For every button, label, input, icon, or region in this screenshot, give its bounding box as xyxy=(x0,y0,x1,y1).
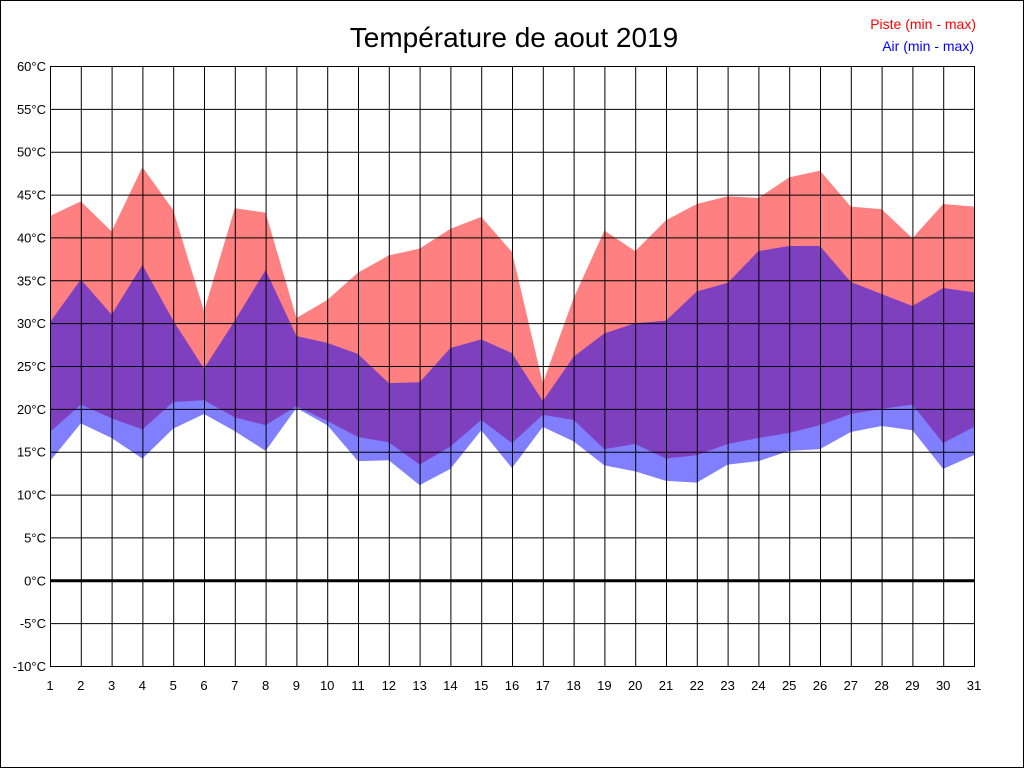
y-tick-label: 60°C xyxy=(17,59,46,74)
legend-piste: Piste (min - max) xyxy=(870,16,976,32)
x-tick-label: 18 xyxy=(566,678,580,693)
x-tick-label: 8 xyxy=(262,678,269,693)
x-tick-label: 4 xyxy=(139,678,146,693)
y-tick-label: 25°C xyxy=(17,359,46,374)
chart-title: Température de aout 2019 xyxy=(350,22,678,53)
y-tick-label: 15°C xyxy=(17,445,46,460)
y-tick-label: 0°C xyxy=(24,573,46,588)
axes: -10°C -5°C 0°C 5°C 10°C 15°C 20°C 25°C 30°C 35°C 4… xyxy=(13,59,982,693)
x-tick-label: 30 xyxy=(936,678,950,693)
y-tick-label: 40°C xyxy=(17,230,46,245)
y-tick-label: 55°C xyxy=(17,102,46,117)
plot-border xyxy=(50,66,975,667)
x-tick-label: 21 xyxy=(659,678,673,693)
x-tick-label: 9 xyxy=(293,678,300,693)
y-tick-label: 35°C xyxy=(17,273,46,288)
x-tick-label: 5 xyxy=(170,678,177,693)
x-tick-label: 31 xyxy=(967,678,981,693)
x-tick-label: 11 xyxy=(351,678,365,693)
x-tick-label: 10 xyxy=(320,678,334,693)
x-tick-label: 15 xyxy=(474,678,488,693)
x-tick-label: 13 xyxy=(412,678,426,693)
x-tick-label: 3 xyxy=(108,678,115,693)
legend-air: Air (min - max) xyxy=(882,38,974,54)
x-tick-label: 7 xyxy=(231,678,238,693)
y-tick-label: 5°C xyxy=(24,530,46,545)
x-tick-label: 29 xyxy=(905,678,919,693)
x-tick-label: 17 xyxy=(536,678,550,693)
x-tick-label: 25 xyxy=(782,678,796,693)
y-tick-label: 10°C xyxy=(17,488,46,503)
y-tick-label: 20°C xyxy=(17,402,46,417)
x-tick-label: 20 xyxy=(628,678,642,693)
x-tick-label: 6 xyxy=(200,678,207,693)
x-tick-label: 16 xyxy=(505,678,519,693)
x-tick-label: 24 xyxy=(751,678,765,693)
y-tick-label: -10°C xyxy=(13,659,46,674)
x-tick-label: 14 xyxy=(443,678,457,693)
x-tick-label: 28 xyxy=(874,678,888,693)
y-tick-label: 45°C xyxy=(17,188,46,203)
y-tick-label: 30°C xyxy=(17,316,46,331)
y-tick-label: 50°C xyxy=(17,145,46,160)
x-tick-label: 1 xyxy=(46,678,53,693)
x-tick-label: 22 xyxy=(690,678,704,693)
x-tick-label: 26 xyxy=(813,678,827,693)
x-tick-label: 27 xyxy=(844,678,858,693)
y-tick-label: -5°C xyxy=(20,616,46,631)
x-tick-label: 12 xyxy=(382,678,396,693)
x-tick-label: 2 xyxy=(77,678,84,693)
x-tick-label: 19 xyxy=(597,678,611,693)
x-tick-label: 23 xyxy=(720,678,734,693)
